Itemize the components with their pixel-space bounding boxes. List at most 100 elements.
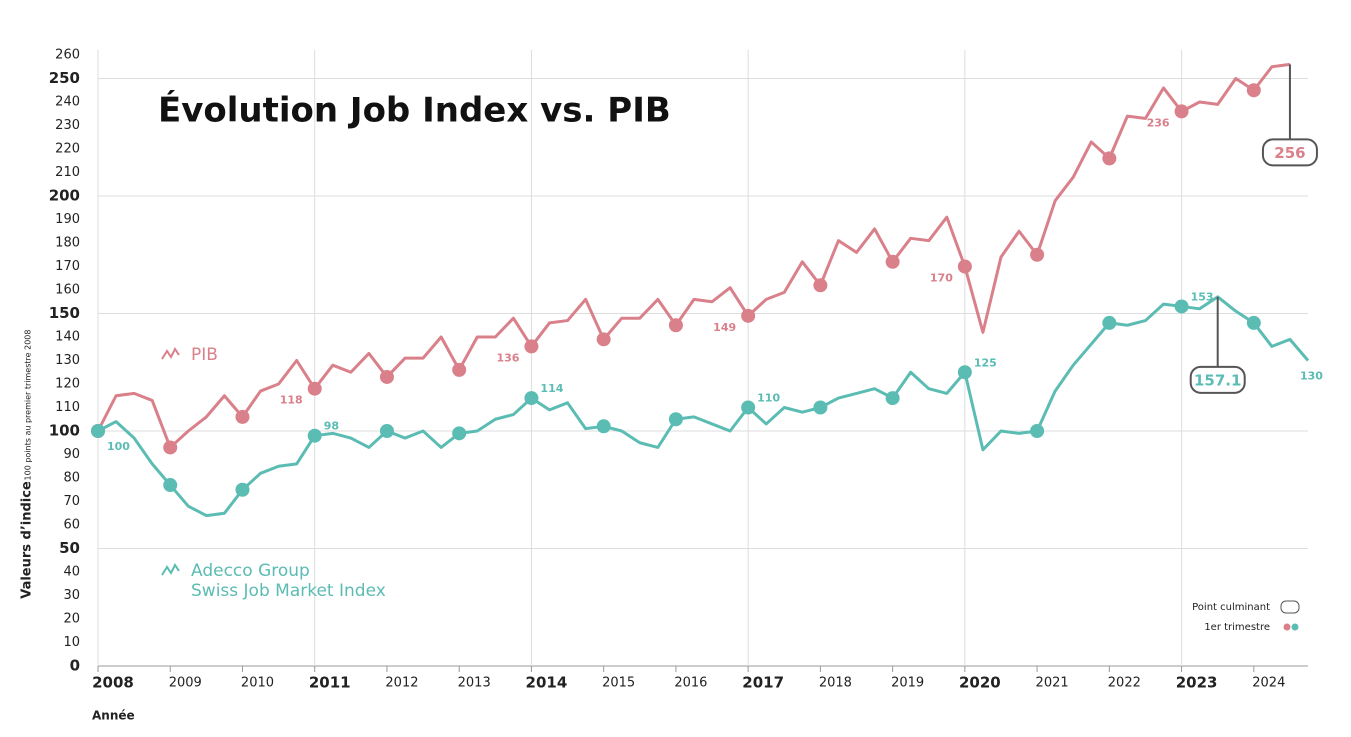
y-tick-label: 180: [55, 236, 80, 251]
y-tick-label: 80: [63, 471, 80, 486]
quarter-marker: [379, 424, 394, 438]
y-tick-label: 90: [63, 447, 80, 462]
data-label: 130: [1300, 370, 1323, 383]
y-tick-label: 0: [70, 657, 80, 675]
peak-label: 157.1: [1194, 371, 1241, 389]
key-peak: Point culminant: [1192, 602, 1270, 613]
legend-icon: [161, 563, 180, 576]
x-tick-label: 2023: [1176, 674, 1218, 692]
x-tick-label: 2011: [309, 674, 351, 692]
y-tick-label: 230: [55, 118, 80, 133]
y-tick-label: 50: [59, 539, 80, 557]
quarter-marker: [885, 391, 900, 406]
quarter-marker: [813, 278, 828, 293]
quarter-marker: [379, 369, 394, 384]
data-label: 98: [324, 420, 339, 433]
x-tick-label: 2012: [385, 676, 418, 691]
quarter-marker: [524, 391, 539, 406]
data-label: 125: [974, 356, 997, 369]
y-axis-label: Valeurs d’indice: [20, 481, 35, 599]
quarter-marker: [524, 339, 539, 354]
y-tick-label: 150: [49, 304, 80, 322]
quarter-marker: [1174, 299, 1189, 314]
x-axis-label: Année: [92, 709, 135, 723]
key-quarter-dot: [1283, 623, 1291, 631]
x-tick-label: 2019: [891, 676, 924, 691]
y-tick-label: 210: [55, 165, 80, 180]
y-tick-label: 170: [55, 259, 80, 274]
x-tick-label: 2014: [526, 674, 568, 692]
legend-label: Adecco Group Swiss Job Market Index: [191, 561, 386, 601]
y-tick-label: 10: [63, 635, 80, 650]
quarter-marker: [741, 308, 756, 323]
y-tick-label: 250: [49, 69, 80, 87]
data-label: 236: [1147, 116, 1170, 129]
y-axis-sublabel: 100 points au premier trimestre 2008: [24, 330, 33, 481]
quarter-marker: [163, 440, 178, 455]
x-tick-label: 2020: [959, 674, 1001, 692]
quarter-marker: [596, 419, 611, 434]
x-tick-label: 2008: [92, 674, 134, 692]
quarter-marker: [307, 381, 322, 396]
quarter-marker: [307, 428, 322, 443]
key-quarter-dot: [1291, 623, 1299, 631]
quarter-marker: [235, 409, 250, 424]
y-tick-label: 260: [55, 48, 80, 63]
data-label: 149: [713, 321, 736, 334]
x-tick-label: 2010: [241, 676, 274, 691]
y-tick-label: 140: [55, 330, 80, 345]
y-tick-label: 190: [55, 212, 80, 227]
quarter-marker: [1246, 315, 1261, 330]
quarter-marker: [452, 426, 467, 441]
data-label: 110: [757, 392, 780, 405]
chart-title: Évolution Job Index vs. PIB: [158, 90, 671, 131]
y-tick-label: 200: [49, 187, 80, 205]
y-tick-label: 100: [49, 422, 80, 440]
quarter-marker: [957, 365, 972, 380]
x-tick-label: 2021: [1036, 676, 1069, 691]
y-tick-label: 240: [55, 95, 80, 110]
quarter-marker: [596, 332, 611, 347]
quarter-marker: [1030, 247, 1045, 262]
quarter-marker: [885, 254, 900, 269]
y-tick-label: 130: [55, 353, 80, 368]
key-peak-icon: [1280, 600, 1300, 614]
quarter-marker: [452, 362, 467, 377]
data-label: 153: [1191, 290, 1214, 303]
x-tick-label: 2016: [674, 676, 707, 691]
quarter-marker: [163, 478, 178, 493]
quarter-marker: [668, 412, 683, 427]
data-label: 136: [496, 351, 519, 364]
data-label: 114: [540, 382, 563, 395]
legend-label: PIB: [191, 345, 218, 365]
x-tick-label: 2015: [602, 676, 635, 691]
y-tick-label: 40: [63, 565, 80, 580]
quarter-marker: [1246, 83, 1261, 98]
y-tick-label: 60: [63, 518, 80, 533]
quarter-marker: [668, 318, 683, 333]
quarter-marker: [1102, 151, 1117, 166]
x-tick-label: 2024: [1252, 676, 1285, 691]
x-tick-label: 2017: [742, 674, 784, 692]
data-label: 100: [107, 440, 130, 453]
quarter-marker: [1030, 424, 1045, 438]
quarter-marker: [741, 400, 756, 415]
quarter-marker: [1102, 315, 1117, 330]
x-tick-label: 2009: [169, 676, 202, 691]
peak-box: [1261, 138, 1318, 167]
y-tick-label: 220: [55, 142, 80, 157]
quarter-marker: [813, 400, 828, 415]
x-tick-label: 2013: [458, 676, 491, 691]
y-tick-label: 20: [63, 612, 80, 627]
y-tick-label: 70: [63, 494, 80, 509]
x-tick-label: 2018: [819, 676, 852, 691]
quarter-marker: [1174, 104, 1189, 119]
data-label: 118: [280, 394, 303, 407]
peak-box: [1189, 365, 1246, 394]
y-tick-label: 30: [63, 588, 80, 603]
y-tick-label: 160: [55, 283, 80, 298]
series-line: [96, 62, 1291, 449]
quarter-marker: [235, 482, 250, 497]
legend-icon: [161, 347, 180, 360]
